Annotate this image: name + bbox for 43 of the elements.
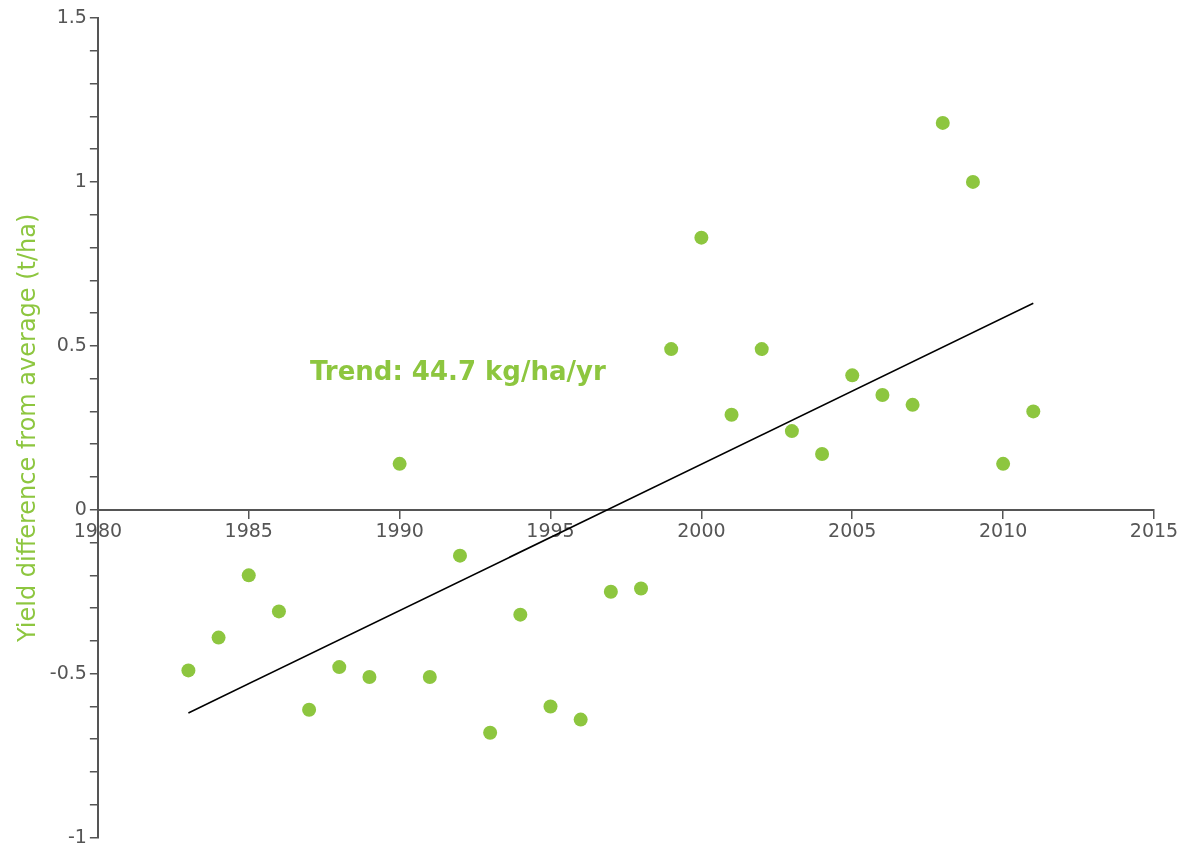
y-tick-label: 0 <box>74 496 87 519</box>
point <box>573 712 588 727</box>
y-tick-label: -1 <box>67 824 87 847</box>
point <box>965 174 980 189</box>
annotation: Trend: 44.7 kg/ha/yr <box>309 355 606 386</box>
y-tick-label: -0.5 <box>49 660 87 683</box>
point <box>271 604 286 619</box>
x-tick-label: 2010 <box>978 519 1028 542</box>
point <box>392 456 407 471</box>
point <box>332 660 347 675</box>
point <box>845 368 860 383</box>
y-tick-label: 1 <box>74 168 87 191</box>
point <box>483 725 498 740</box>
x-tick-label: 1990 <box>375 519 424 542</box>
point <box>754 342 769 357</box>
point <box>815 447 830 462</box>
point <box>513 607 528 622</box>
point <box>1026 404 1041 419</box>
point <box>241 568 256 583</box>
point <box>784 424 799 439</box>
point <box>603 584 618 599</box>
y-tick-label: 0.5 <box>56 332 87 355</box>
point <box>362 669 377 684</box>
point <box>543 699 558 714</box>
point <box>634 581 649 596</box>
x-tick-label: 2005 <box>828 519 877 542</box>
y-axis-title: Yield difference from average (t/ha) <box>12 213 41 643</box>
point <box>422 669 437 684</box>
y-tick-label: 1.5 <box>56 4 87 27</box>
point <box>181 663 196 678</box>
point <box>211 630 226 645</box>
point <box>664 342 679 357</box>
point <box>452 548 467 563</box>
x-tick-label: 2015 <box>1129 519 1179 542</box>
x-tick-label: 2000 <box>677 519 726 542</box>
point <box>694 230 709 245</box>
point <box>302 702 317 717</box>
point <box>724 407 739 422</box>
point <box>935 115 950 130</box>
point <box>996 456 1011 471</box>
x-tick-label: 1985 <box>224 519 273 542</box>
point <box>905 397 920 412</box>
point <box>875 388 890 403</box>
